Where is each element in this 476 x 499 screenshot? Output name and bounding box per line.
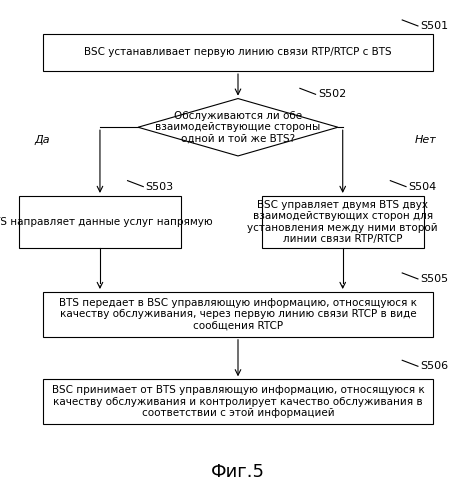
Text: S502: S502 (318, 89, 346, 99)
Text: S506: S506 (420, 361, 448, 371)
FancyBboxPatch shape (19, 196, 181, 248)
Text: S504: S504 (408, 182, 436, 192)
Text: Обслуживаются ли обе
взаимодействующие стороны
одной и той же BTS?: Обслуживаются ли обе взаимодействующие с… (155, 111, 321, 144)
Text: S505: S505 (420, 274, 448, 284)
Text: BSC устанавливает первую линию связи RTP/RTCP с BTS: BSC устанавливает первую линию связи RTP… (84, 47, 392, 57)
Text: BSC управляет двумя BTS двух
взаимодействующих сторон для
установления между ним: BSC управляет двумя BTS двух взаимодейст… (248, 200, 438, 245)
Text: BSC принимает от BTS управляющую информацию, относящуюся к
качеству обслуживания: BSC принимает от BTS управляющую информа… (51, 385, 425, 418)
Text: S501: S501 (420, 21, 448, 31)
FancyBboxPatch shape (43, 34, 433, 71)
FancyBboxPatch shape (43, 379, 433, 424)
Text: Нет: Нет (415, 135, 437, 145)
FancyBboxPatch shape (43, 292, 433, 337)
Polygon shape (138, 99, 338, 156)
FancyBboxPatch shape (262, 196, 424, 248)
Text: Фиг.5: Фиг.5 (211, 463, 265, 481)
Text: S503: S503 (146, 182, 174, 192)
Text: BTS передает в BSC управляющую информацию, относящуюся к
качеству обслуживания, : BTS передает в BSC управляющую информаци… (59, 298, 417, 331)
Text: BTS направляет данные услуг напрямую: BTS направляет данные услуг напрямую (0, 217, 213, 227)
Text: Да: Да (34, 135, 50, 145)
